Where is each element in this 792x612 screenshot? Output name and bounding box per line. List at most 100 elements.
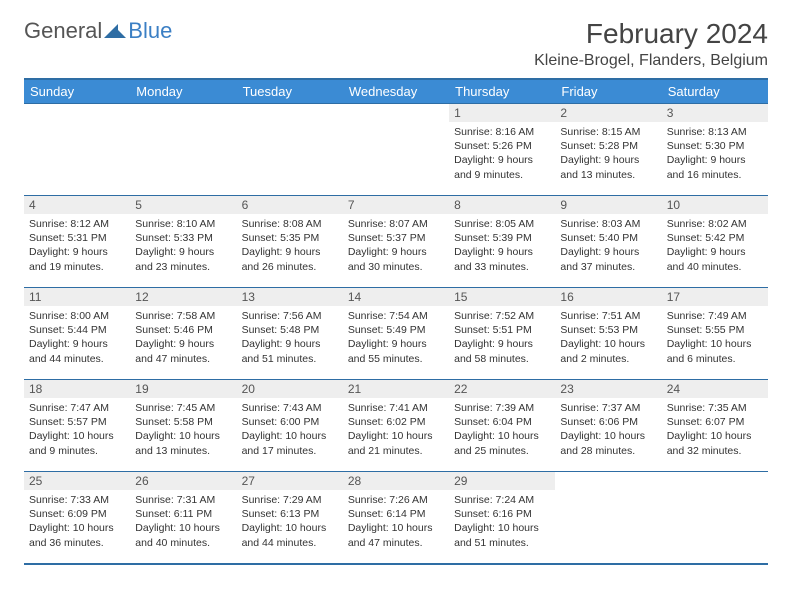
day-info: Sunrise: 7:43 AMSunset: 6:00 PMDaylight:… [237, 398, 343, 463]
calendar-cell [343, 104, 449, 196]
sunrise-line: Sunrise: 8:15 AM [560, 125, 656, 139]
day-number: 6 [237, 196, 343, 214]
sunrise-line: Sunrise: 7:49 AM [667, 309, 763, 323]
calendar-cell: 6Sunrise: 8:08 AMSunset: 5:35 PMDaylight… [237, 196, 343, 288]
day-info: Sunrise: 8:05 AMSunset: 5:39 PMDaylight:… [449, 214, 555, 279]
daylight-line: Daylight: 9 hours and 55 minutes. [348, 337, 444, 365]
calendar-cell: 24Sunrise: 7:35 AMSunset: 6:07 PMDayligh… [662, 380, 768, 472]
sunrise-line: Sunrise: 7:45 AM [135, 401, 231, 415]
day-info: Sunrise: 7:58 AMSunset: 5:46 PMDaylight:… [130, 306, 236, 371]
day-info: Sunrise: 8:03 AMSunset: 5:40 PMDaylight:… [555, 214, 661, 279]
daylight-line: Daylight: 10 hours and 47 minutes. [348, 521, 444, 549]
daylight-line: Daylight: 9 hours and 13 minutes. [560, 153, 656, 181]
day-number: 8 [449, 196, 555, 214]
sunset-line: Sunset: 6:02 PM [348, 415, 444, 429]
calendar-page: General Blue February 2024 Kleine-Brogel… [0, 0, 792, 583]
day-info: Sunrise: 8:13 AMSunset: 5:30 PMDaylight:… [662, 122, 768, 187]
day-info: Sunrise: 8:10 AMSunset: 5:33 PMDaylight:… [130, 214, 236, 279]
day-number: 10 [662, 196, 768, 214]
calendar-table: SundayMondayTuesdayWednesdayThursdayFrid… [24, 78, 768, 565]
calendar-cell: 15Sunrise: 7:52 AMSunset: 5:51 PMDayligh… [449, 288, 555, 380]
day-number: 19 [130, 380, 236, 398]
day-number: 28 [343, 472, 449, 490]
calendar-cell: 3Sunrise: 8:13 AMSunset: 5:30 PMDaylight… [662, 104, 768, 196]
sunset-line: Sunset: 5:33 PM [135, 231, 231, 245]
sunset-line: Sunset: 6:09 PM [29, 507, 125, 521]
sunset-line: Sunset: 5:44 PM [29, 323, 125, 337]
sunrise-line: Sunrise: 7:54 AM [348, 309, 444, 323]
sunrise-line: Sunrise: 8:10 AM [135, 217, 231, 231]
sunset-line: Sunset: 5:46 PM [135, 323, 231, 337]
daylight-line: Daylight: 10 hours and 51 minutes. [454, 521, 550, 549]
daylight-line: Daylight: 9 hours and 40 minutes. [667, 245, 763, 273]
sunrise-line: Sunrise: 7:26 AM [348, 493, 444, 507]
sunrise-line: Sunrise: 7:24 AM [454, 493, 550, 507]
day-info: Sunrise: 7:54 AMSunset: 5:49 PMDaylight:… [343, 306, 449, 371]
day-number: 25 [24, 472, 130, 490]
day-header: Friday [555, 79, 661, 104]
sunset-line: Sunset: 5:57 PM [29, 415, 125, 429]
day-number: 14 [343, 288, 449, 306]
day-info: Sunrise: 7:35 AMSunset: 6:07 PMDaylight:… [662, 398, 768, 463]
sunset-line: Sunset: 5:40 PM [560, 231, 656, 245]
day-number: 15 [449, 288, 555, 306]
daylight-line: Daylight: 10 hours and 9 minutes. [29, 429, 125, 457]
day-number: 7 [343, 196, 449, 214]
day-number: 11 [24, 288, 130, 306]
day-number: 21 [343, 380, 449, 398]
daylight-line: Daylight: 9 hours and 47 minutes. [135, 337, 231, 365]
calendar-cell: 10Sunrise: 8:02 AMSunset: 5:42 PMDayligh… [662, 196, 768, 288]
sunrise-line: Sunrise: 7:37 AM [560, 401, 656, 415]
day-number: 1 [449, 104, 555, 122]
calendar-cell: 19Sunrise: 7:45 AMSunset: 5:58 PMDayligh… [130, 380, 236, 472]
calendar-cell: 27Sunrise: 7:29 AMSunset: 6:13 PMDayligh… [237, 472, 343, 564]
sunrise-line: Sunrise: 7:41 AM [348, 401, 444, 415]
calendar-cell: 8Sunrise: 8:05 AMSunset: 5:39 PMDaylight… [449, 196, 555, 288]
sunrise-line: Sunrise: 7:52 AM [454, 309, 550, 323]
calendar-body: 1Sunrise: 8:16 AMSunset: 5:26 PMDaylight… [24, 104, 768, 564]
calendar-cell [662, 472, 768, 564]
calendar-cell [555, 472, 661, 564]
brand-part2: Blue [128, 18, 172, 44]
day-info: Sunrise: 7:49 AMSunset: 5:55 PMDaylight:… [662, 306, 768, 371]
daylight-line: Daylight: 10 hours and 25 minutes. [454, 429, 550, 457]
day-number: 12 [130, 288, 236, 306]
sunrise-line: Sunrise: 7:33 AM [29, 493, 125, 507]
sunset-line: Sunset: 6:11 PM [135, 507, 231, 521]
calendar-cell: 11Sunrise: 8:00 AMSunset: 5:44 PMDayligh… [24, 288, 130, 380]
calendar-cell: 29Sunrise: 7:24 AMSunset: 6:16 PMDayligh… [449, 472, 555, 564]
day-number: 20 [237, 380, 343, 398]
day-number: 23 [555, 380, 661, 398]
calendar-cell: 26Sunrise: 7:31 AMSunset: 6:11 PMDayligh… [130, 472, 236, 564]
daylight-line: Daylight: 10 hours and 36 minutes. [29, 521, 125, 549]
calendar-cell [130, 104, 236, 196]
day-info: Sunrise: 7:26 AMSunset: 6:14 PMDaylight:… [343, 490, 449, 555]
day-header: Sunday [24, 79, 130, 104]
day-number: 16 [555, 288, 661, 306]
day-info: Sunrise: 8:08 AMSunset: 5:35 PMDaylight:… [237, 214, 343, 279]
sunset-line: Sunset: 5:28 PM [560, 139, 656, 153]
day-number: 22 [449, 380, 555, 398]
daylight-line: Daylight: 10 hours and 6 minutes. [667, 337, 763, 365]
sunrise-line: Sunrise: 7:29 AM [242, 493, 338, 507]
day-number: 26 [130, 472, 236, 490]
location-label: Kleine-Brogel, Flanders, Belgium [534, 52, 768, 70]
calendar-cell: 4Sunrise: 8:12 AMSunset: 5:31 PMDaylight… [24, 196, 130, 288]
calendar-row: 25Sunrise: 7:33 AMSunset: 6:09 PMDayligh… [24, 472, 768, 564]
day-header: Monday [130, 79, 236, 104]
sunrise-line: Sunrise: 8:16 AM [454, 125, 550, 139]
calendar-cell [237, 104, 343, 196]
calendar-cell: 17Sunrise: 7:49 AMSunset: 5:55 PMDayligh… [662, 288, 768, 380]
calendar-cell: 18Sunrise: 7:47 AMSunset: 5:57 PMDayligh… [24, 380, 130, 472]
day-number: 4 [24, 196, 130, 214]
sunrise-line: Sunrise: 7:47 AM [29, 401, 125, 415]
daylight-line: Daylight: 9 hours and 23 minutes. [135, 245, 231, 273]
calendar-cell: 14Sunrise: 7:54 AMSunset: 5:49 PMDayligh… [343, 288, 449, 380]
sunrise-line: Sunrise: 7:56 AM [242, 309, 338, 323]
day-number: 5 [130, 196, 236, 214]
day-info: Sunrise: 7:56 AMSunset: 5:48 PMDaylight:… [237, 306, 343, 371]
sunrise-line: Sunrise: 8:07 AM [348, 217, 444, 231]
daylight-line: Daylight: 10 hours and 40 minutes. [135, 521, 231, 549]
sunrise-line: Sunrise: 8:08 AM [242, 217, 338, 231]
calendar-cell: 12Sunrise: 7:58 AMSunset: 5:46 PMDayligh… [130, 288, 236, 380]
